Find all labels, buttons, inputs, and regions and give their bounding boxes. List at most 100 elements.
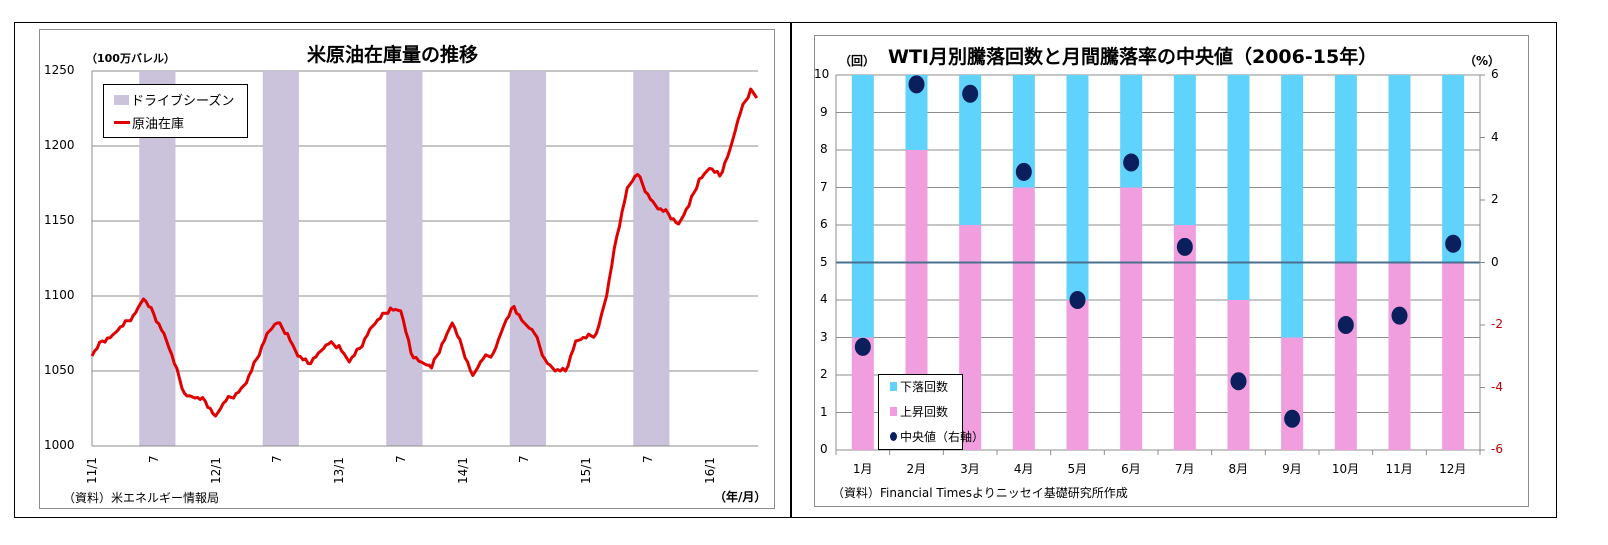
crude-inventory-line xyxy=(90,87,759,418)
left-panel-frame xyxy=(14,22,792,518)
y-tick-label: 1200 xyxy=(44,138,75,152)
median-dot xyxy=(1069,291,1086,309)
median-dot xyxy=(1230,372,1247,391)
x-category-label: 10月 xyxy=(1331,462,1360,476)
right-legend: 下落回数 上昇回数 中央値（右軸） xyxy=(878,374,984,450)
left-y-tick-label: 8 xyxy=(820,142,828,156)
bar-up-count xyxy=(851,337,874,450)
right-y-tick-label: 0 xyxy=(1491,254,1499,269)
bar-down-count xyxy=(1442,75,1465,263)
left-y-unit: （100万バレル） xyxy=(86,52,175,65)
x-category-label: 5月 xyxy=(1067,462,1088,476)
legend-label-crude-inventory: 原油在庫 xyxy=(132,117,185,132)
x-category-label: 8月 xyxy=(1228,462,1249,476)
median-dot xyxy=(1391,306,1408,325)
drive-season-band xyxy=(509,71,546,445)
legend-item-drive-season: ドライブシーズン xyxy=(114,90,234,109)
bar-down-count xyxy=(1227,75,1250,300)
y-tick-label: 1000 xyxy=(44,438,75,452)
band-swatch-icon xyxy=(114,94,129,105)
left-y-tick-label: 4 xyxy=(820,292,828,306)
median-dot xyxy=(854,337,871,356)
bar-up-count xyxy=(1173,225,1196,450)
up-swatch-icon xyxy=(890,407,897,416)
bar-up-count xyxy=(1012,187,1035,450)
bar-up-count xyxy=(1388,262,1411,450)
bar-down-count xyxy=(1066,75,1089,300)
median-dot xyxy=(1445,234,1462,253)
legend-item-up-count: 上昇回数 xyxy=(890,403,948,420)
drive-season-band xyxy=(633,71,670,445)
y-tick-label: 1100 xyxy=(44,288,75,302)
left-y-tick-label: 9 xyxy=(820,104,828,119)
x-category-label: 4月 xyxy=(1013,462,1034,476)
median-dot xyxy=(1284,409,1301,428)
x-category-label: 2月 xyxy=(906,462,927,476)
left-y-tick-label: 2 xyxy=(820,367,828,381)
x-category-label: 7月 xyxy=(1174,462,1195,476)
legend-label-median: 中央値（右軸） xyxy=(900,430,985,444)
legend-label-up-count: 上昇回数 xyxy=(900,405,949,419)
line-swatch-icon xyxy=(114,121,130,124)
right-y-tick-label: 6 xyxy=(1491,67,1499,81)
left-x-unit: （年/月） xyxy=(714,490,767,504)
left-chart-title: 米原油在庫量の推移 xyxy=(307,44,479,66)
bar-down-count xyxy=(1281,75,1304,338)
median-dot xyxy=(962,84,979,103)
x-category-label: 6月 xyxy=(1121,462,1141,476)
right-y-tick-label: 2 xyxy=(1491,192,1499,206)
right-y-tick-label: -4 xyxy=(1491,379,1503,394)
bar-down-count xyxy=(1334,75,1357,263)
bar-down-count xyxy=(905,75,928,150)
bar-down-count xyxy=(1388,75,1411,263)
median-dot xyxy=(908,75,925,94)
left-legend: ドライブシーズン 原油在庫 xyxy=(103,84,248,138)
left-y-tick-label: 0 xyxy=(820,442,828,456)
left-y-tick-label: 7 xyxy=(820,179,828,194)
right-y-tick-label: -2 xyxy=(1491,317,1503,331)
x-category-label: 1月 xyxy=(852,462,873,476)
bar-up-count xyxy=(1120,187,1143,450)
drive-season-band xyxy=(386,71,423,445)
left-y-tick-label: 3 xyxy=(820,329,828,344)
right-y-tick-label: -6 xyxy=(1491,442,1503,456)
median-dot xyxy=(1123,153,1140,172)
legend-item-down-count: 下落回数 xyxy=(890,378,948,395)
legend-item-crude-inventory: 原油在庫 xyxy=(114,113,184,132)
drive-season-band xyxy=(262,71,299,445)
legend-label-drive-season: ドライブシーズン xyxy=(131,94,235,109)
left-y-tick-label: 5 xyxy=(820,254,828,269)
legend-label-down-count: 下落回数 xyxy=(900,380,949,394)
bar-up-count xyxy=(1066,300,1089,450)
median-dot xyxy=(1337,316,1354,334)
x-category-label: 12月 xyxy=(1439,462,1467,476)
bar-down-count xyxy=(1173,75,1196,225)
median-dot xyxy=(1176,237,1193,256)
down-swatch-icon xyxy=(890,382,897,391)
right-y-unit-left: （回） xyxy=(839,54,876,68)
left-y-tick-label: 6 xyxy=(820,217,828,231)
left-y-tick-label: 10 xyxy=(814,67,830,81)
right-source-note: （資料）Financial Timesよりニッセイ基礎研究所作成 xyxy=(832,486,1128,500)
right-y-tick-label: 4 xyxy=(1491,129,1499,144)
x-category-label: 9月 xyxy=(1282,462,1302,476)
y-tick-label: 1250 xyxy=(44,63,75,77)
bar-down-count xyxy=(1012,75,1035,188)
bar-up-count xyxy=(1281,337,1304,450)
right-panel-frame xyxy=(790,22,1557,518)
left-source-note: （資料）米エネルギー情報局 xyxy=(63,491,220,505)
x-category-label: 11月 xyxy=(1385,462,1413,476)
right-y-unit-right: （%） xyxy=(1464,54,1501,68)
y-tick-label: 1150 xyxy=(44,213,75,227)
y-tick-label: 1050 xyxy=(44,363,75,377)
bar-up-count xyxy=(1334,262,1357,450)
left-y-tick-label: 1 xyxy=(820,404,828,419)
median-dot xyxy=(1015,162,1032,181)
x-category-label: 3月 xyxy=(960,462,980,476)
median-dot-icon xyxy=(890,432,897,441)
right-chart-title: WTI月別騰落回数と月間騰落率の中央値（2006-15年） xyxy=(888,46,1378,68)
legend-item-median: 中央値（右軸） xyxy=(890,428,984,445)
bar-down-count xyxy=(959,75,982,225)
bar-up-count xyxy=(1442,262,1465,450)
